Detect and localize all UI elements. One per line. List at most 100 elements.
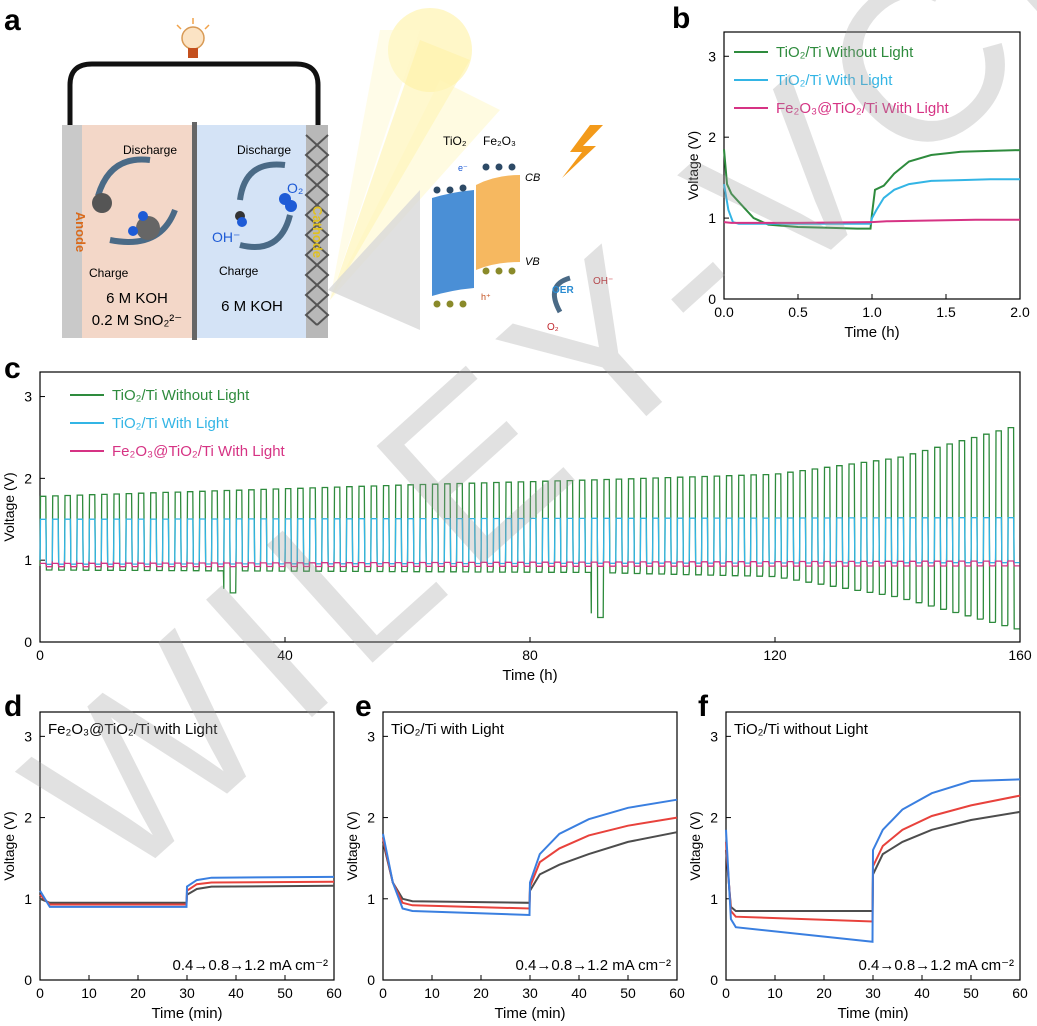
legend-item-fe2o3-with-light: Fe₂O₃@TiO₂/Ti With Light: [112, 443, 286, 460]
electrolyte-left-1: 6 M KOH: [106, 290, 168, 307]
series-line: [39, 560, 1020, 568]
y-tick-label: 1: [710, 891, 718, 907]
x-tick-label: 2.0: [1010, 304, 1030, 320]
y-tick-label: 3: [367, 728, 375, 744]
chart-title: TiO₂/Ti without Light: [734, 721, 869, 738]
y-tick-label: 2: [24, 470, 32, 486]
oxygen-atom: [128, 226, 138, 236]
lightning-icon: [562, 125, 603, 178]
cycle-arrow-right-top: [237, 161, 286, 201]
y-tick-label: 0: [708, 291, 716, 307]
y-tick-label: 3: [24, 389, 32, 405]
x-tick-label: 40: [228, 985, 244, 1001]
y-tick-label: 3: [24, 728, 32, 744]
o2-product: O₂: [547, 322, 559, 333]
oxygen-atom: [237, 217, 247, 227]
cathode-mesh: [304, 134, 330, 326]
oh-label: OH⁻: [212, 229, 240, 245]
x-tick-label: 0.0: [714, 304, 734, 320]
cathode-chamber: [197, 125, 308, 338]
electrolyte-left-2: 0.2 M SnO₂²⁻: [92, 312, 182, 329]
x-axis-label: Time (min): [837, 1005, 908, 1022]
o2-label: O₂: [287, 180, 303, 196]
panel-letter-e: e: [355, 690, 372, 723]
hole-label: h⁺: [481, 292, 491, 302]
y-axis-label: Voltage (V): [344, 811, 360, 880]
x-tick-label: 30: [865, 985, 881, 1001]
chart-title: TiO₂/Ti with Light: [391, 721, 505, 738]
y-tick-label: 0: [24, 972, 32, 988]
chart-e: 0 10 20 30 40 50 60 0 1 2 3 Time (min) Voltage (V) Ti…: [344, 711, 685, 1022]
x-tick-label: 80: [522, 647, 538, 663]
tio2-band: [432, 190, 474, 296]
o2-molecule: [285, 200, 297, 212]
y-tick-label: 1: [367, 891, 375, 907]
legend-item-without-light: TiO₂/Ti Without Light: [776, 44, 914, 61]
x-tick-label: 30: [522, 985, 538, 1001]
legend-item-with-light: TiO₂/Ti With Light: [112, 415, 229, 432]
zoom-cone: [328, 190, 420, 330]
electrolyte-right: 6 M KOH: [221, 298, 283, 315]
current-density-annotation: 0.4→0.8→1.2 mA cm⁻²: [173, 957, 328, 974]
charge-label-left: Charge: [89, 266, 129, 280]
panel-letter-b: b: [672, 2, 690, 35]
x-tick-label: 0: [722, 985, 730, 1001]
cb-label: CB: [525, 172, 540, 184]
y-tick-label: 2: [367, 810, 375, 826]
series-line: [39, 517, 1020, 565]
y-tick-label: 3: [708, 48, 716, 64]
anode-label: Anode: [73, 212, 88, 252]
sn-atom: [92, 193, 112, 213]
separator: [192, 122, 197, 340]
panel-letter-d: d: [4, 690, 22, 723]
y-tick-label: 2: [710, 810, 718, 826]
cycle-arrow-left-top: [95, 156, 151, 197]
anode-electrode: [62, 125, 82, 338]
discharge-label-left: Discharge: [123, 143, 177, 157]
vb-label: VB: [525, 256, 540, 268]
y-tick-label: 0: [367, 972, 375, 988]
x-tick-label: 0: [36, 647, 44, 663]
holes: [433, 267, 516, 308]
panel-letter-f: f: [698, 690, 709, 723]
light-bulb-icon: [176, 18, 210, 58]
x-axis-label: Time (min): [494, 1005, 565, 1022]
x-tick-label: 20: [130, 985, 146, 1001]
x-tick-label: 50: [620, 985, 636, 1001]
oxygen-atom: [138, 211, 148, 221]
oer-arrow: [551, 275, 571, 314]
charge-label-right: Charge: [219, 264, 259, 278]
y-tick-label: 1: [24, 552, 32, 568]
x-tick-label: 40: [277, 647, 293, 663]
sno2-complex: [136, 216, 160, 240]
x-tick-label: 0: [36, 985, 44, 1001]
x-tick-label: 0: [379, 985, 387, 1001]
x-tick-label: 10: [424, 985, 440, 1001]
x-tick-label: 120: [763, 647, 787, 663]
cathode-electrode: [306, 125, 328, 338]
y-axis-label: Voltage (V): [685, 131, 701, 200]
electron-label: e⁻: [458, 163, 468, 173]
x-tick-label: 40: [914, 985, 930, 1001]
fe2o3-label: Fe₂O₃: [483, 134, 516, 148]
x-tick-label: 160: [1008, 647, 1032, 663]
y-tick-label: 0: [710, 972, 718, 988]
cycle-arrow-right-bottom: [239, 214, 293, 250]
legend-item-fe2o3-with-light: Fe₂O₃@TiO₂/Ti With Light: [776, 100, 950, 117]
y-tick-label: 2: [708, 129, 716, 145]
series-line: [39, 875, 335, 908]
x-tick-label: 0.5: [788, 304, 808, 320]
oer-label: OER: [552, 285, 574, 296]
chart-title: Fe₂O₃@TiO₂/Ti with Light: [48, 721, 218, 738]
x-axis-label: Time (h): [844, 324, 899, 341]
x-tick-label: 1.0: [862, 304, 882, 320]
x-axis-label: Time (h): [502, 667, 557, 684]
panel-letter-a: a: [4, 4, 21, 37]
legend-item-with-light: TiO₂/Ti With Light: [776, 72, 893, 89]
y-axis-label: Voltage (V): [687, 811, 703, 880]
x-tick-label: 30: [179, 985, 195, 1001]
fe2o3-band: [476, 175, 520, 270]
tio2-label: TiO₂: [443, 134, 467, 148]
current-density-annotation: 0.4→0.8→1.2 mA cm⁻²: [516, 957, 671, 974]
y-tick-label: 0: [24, 634, 32, 650]
